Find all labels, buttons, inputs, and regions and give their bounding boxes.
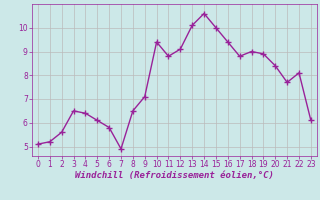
X-axis label: Windchill (Refroidissement éolien,°C): Windchill (Refroidissement éolien,°C) [75,171,274,180]
